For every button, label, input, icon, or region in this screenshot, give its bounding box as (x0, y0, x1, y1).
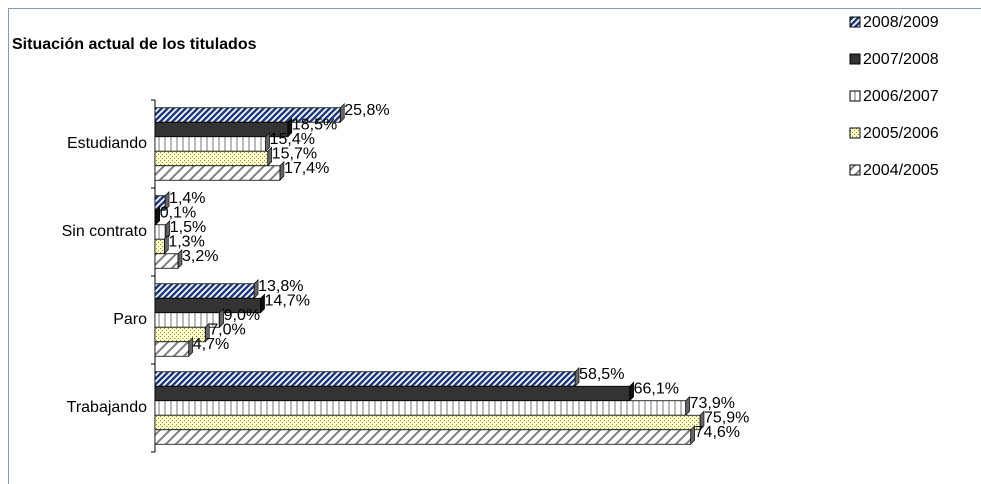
data-label: 15,7% (272, 145, 317, 162)
bar (154, 429, 692, 445)
legend-label: 2004/2005 (863, 162, 939, 179)
data-label: 66,1% (634, 380, 679, 397)
legend-swatch (849, 164, 861, 176)
bar (154, 414, 701, 431)
legend-label: 2006/2007 (863, 88, 939, 105)
data-label: 58,5% (579, 366, 624, 383)
data-label: 74,6% (695, 424, 740, 441)
bar (154, 283, 255, 299)
legend-swatch (849, 16, 861, 28)
data-label: 15,4% (270, 131, 315, 148)
data-label: 4,7% (193, 336, 229, 353)
y-tick-label: Trabajando (67, 399, 147, 416)
data-label: 73,9% (690, 395, 735, 412)
chart-frame (8, 8, 981, 484)
data-label: 14,7% (265, 292, 310, 309)
bar (154, 150, 269, 167)
data-label: 3,2% (182, 248, 218, 265)
legend-label: 2007/2008 (863, 51, 939, 68)
data-label: 1,5% (170, 219, 206, 236)
bar (154, 400, 687, 416)
data-label: 9,0% (224, 307, 260, 324)
y-tick-label: Sin contrato (62, 223, 147, 240)
bar (154, 371, 576, 387)
data-label: 1,4% (169, 190, 205, 207)
bar (154, 385, 631, 402)
data-label: 25,8% (344, 102, 389, 119)
legend-swatch (849, 90, 861, 102)
bar (154, 136, 266, 152)
legend-label: 2008/2009 (863, 14, 939, 31)
bar (154, 209, 157, 226)
bar (154, 341, 190, 357)
data-label: 7,0% (209, 321, 245, 338)
data-label: 18,5% (292, 116, 337, 133)
y-tick-label: Estudiando (67, 135, 147, 152)
legend-swatch (849, 53, 861, 65)
legend-label: 2005/2006 (863, 125, 939, 142)
bar (154, 165, 281, 181)
legend-swatch (849, 127, 861, 139)
bar (154, 253, 179, 269)
data-label: 75,9% (704, 409, 749, 426)
data-label: 0,1% (160, 204, 196, 221)
y-tick-label: Paro (113, 311, 147, 328)
bar (154, 238, 165, 255)
data-label: 17,4% (284, 160, 329, 177)
bar (154, 195, 166, 211)
data-label: 13,8% (258, 278, 303, 295)
data-label: 1,3% (168, 233, 204, 250)
chart-title: Situación actual de los titulados (12, 36, 257, 53)
bar (154, 224, 167, 240)
